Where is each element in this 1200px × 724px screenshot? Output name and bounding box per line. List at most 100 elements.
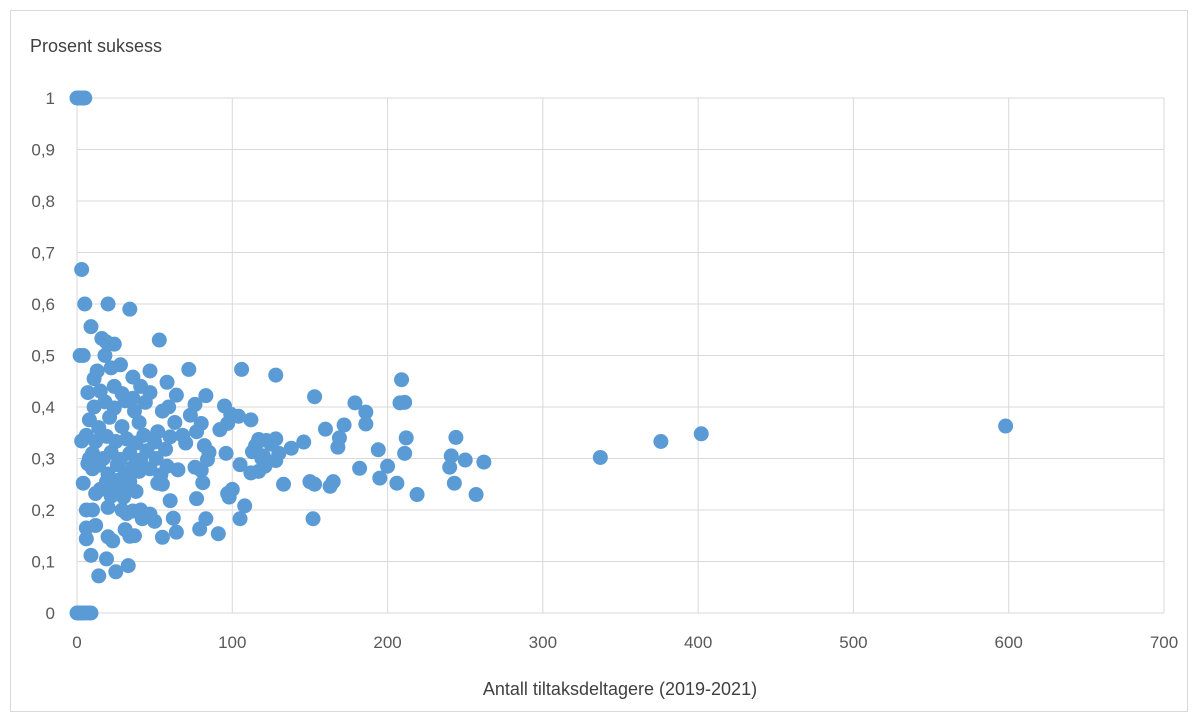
data-point: [347, 395, 363, 411]
data-point: [165, 510, 181, 526]
data-point: [189, 491, 205, 507]
data-point: [443, 448, 459, 464]
data-point: [168, 524, 184, 540]
data-point: [128, 483, 144, 499]
data-point: [352, 460, 368, 476]
data-point: [116, 489, 132, 505]
data-point: [85, 461, 101, 477]
data-point: [234, 361, 250, 377]
data-point: [105, 533, 121, 549]
data-point: [198, 388, 214, 404]
data-point: [122, 528, 138, 544]
data-point: [221, 489, 237, 505]
data-point: [476, 454, 492, 470]
data-point: [358, 416, 374, 432]
data-point: [97, 348, 113, 363]
data-point: [283, 440, 299, 456]
data-point: [86, 399, 102, 415]
data-point: [193, 462, 209, 478]
data-point: [120, 558, 136, 574]
data-point: [305, 511, 321, 527]
data-point: [78, 531, 94, 547]
y-tick-label: 0,5: [31, 347, 55, 366]
data-point: [325, 474, 341, 490]
data-point: [86, 371, 102, 387]
data-point: [102, 409, 118, 425]
y-tick-label: 0,3: [31, 450, 55, 469]
data-point: [212, 422, 228, 438]
data-point: [77, 296, 93, 312]
data-point: [103, 488, 119, 504]
data-point: [409, 487, 425, 503]
data-point: [276, 476, 292, 492]
x-axis-title: Antall tiltaksdeltagere (2019-2021): [483, 679, 757, 699]
y-tick-label: 0,8: [31, 192, 55, 211]
data-point: [100, 296, 116, 312]
data-point: [122, 301, 138, 317]
data-point: [74, 433, 90, 449]
data-point: [170, 462, 186, 478]
data-point: [108, 564, 124, 580]
y-tick-label: 0,6: [31, 295, 55, 314]
data-point: [446, 475, 462, 491]
data-points: [69, 90, 1014, 621]
x-tick-label: 500: [839, 633, 867, 652]
x-tick-label: 400: [684, 633, 712, 652]
data-point: [243, 412, 259, 428]
data-point: [78, 520, 94, 536]
data-point: [693, 426, 709, 442]
x-tick-label: 100: [218, 633, 246, 652]
data-point: [448, 429, 464, 445]
data-point: [91, 568, 107, 584]
data-point: [159, 374, 175, 390]
data-point: [181, 361, 197, 377]
y-tick-label: 1: [46, 89, 55, 108]
data-point: [131, 463, 147, 479]
data-point: [131, 414, 147, 430]
data-point: [307, 389, 323, 405]
y-tick-label: 0: [46, 604, 55, 623]
data-point: [195, 475, 211, 491]
data-point: [317, 421, 333, 437]
data-point: [158, 441, 174, 457]
data-point: [653, 434, 669, 450]
data-point: [998, 418, 1014, 434]
data-point: [189, 424, 205, 440]
data-point: [168, 387, 184, 403]
data-point: [154, 529, 170, 545]
data-point: [117, 393, 133, 409]
data-point: [372, 470, 388, 486]
data-point: [154, 476, 170, 492]
data-point: [103, 360, 119, 376]
data-point: [85, 502, 101, 518]
data-point: [178, 435, 194, 451]
data-point: [162, 493, 178, 509]
y-tick-label: 0,2: [31, 501, 55, 520]
data-point: [114, 419, 130, 435]
data-point: [134, 511, 150, 527]
data-point: [336, 417, 352, 433]
data-point: [77, 90, 93, 106]
data-point: [75, 348, 91, 363]
data-point: [232, 511, 248, 527]
data-point: [83, 319, 99, 335]
data-point: [167, 414, 183, 430]
y-tick-label: 0,4: [31, 398, 55, 417]
data-point: [119, 506, 135, 522]
data-point: [397, 394, 413, 410]
data-point: [74, 261, 90, 277]
data-point: [192, 521, 208, 537]
data-point: [137, 394, 153, 410]
data-point: [457, 452, 473, 468]
y-tick-label: 0,1: [31, 553, 55, 572]
data-point: [88, 486, 104, 502]
data-point: [100, 499, 116, 515]
data-point: [268, 367, 284, 383]
data-point: [210, 526, 226, 542]
data-point: [154, 403, 170, 419]
data-point: [230, 408, 246, 424]
data-point: [83, 547, 99, 563]
data-point: [296, 434, 312, 450]
data-point: [83, 605, 99, 621]
x-tick-label: 700: [1150, 633, 1178, 652]
